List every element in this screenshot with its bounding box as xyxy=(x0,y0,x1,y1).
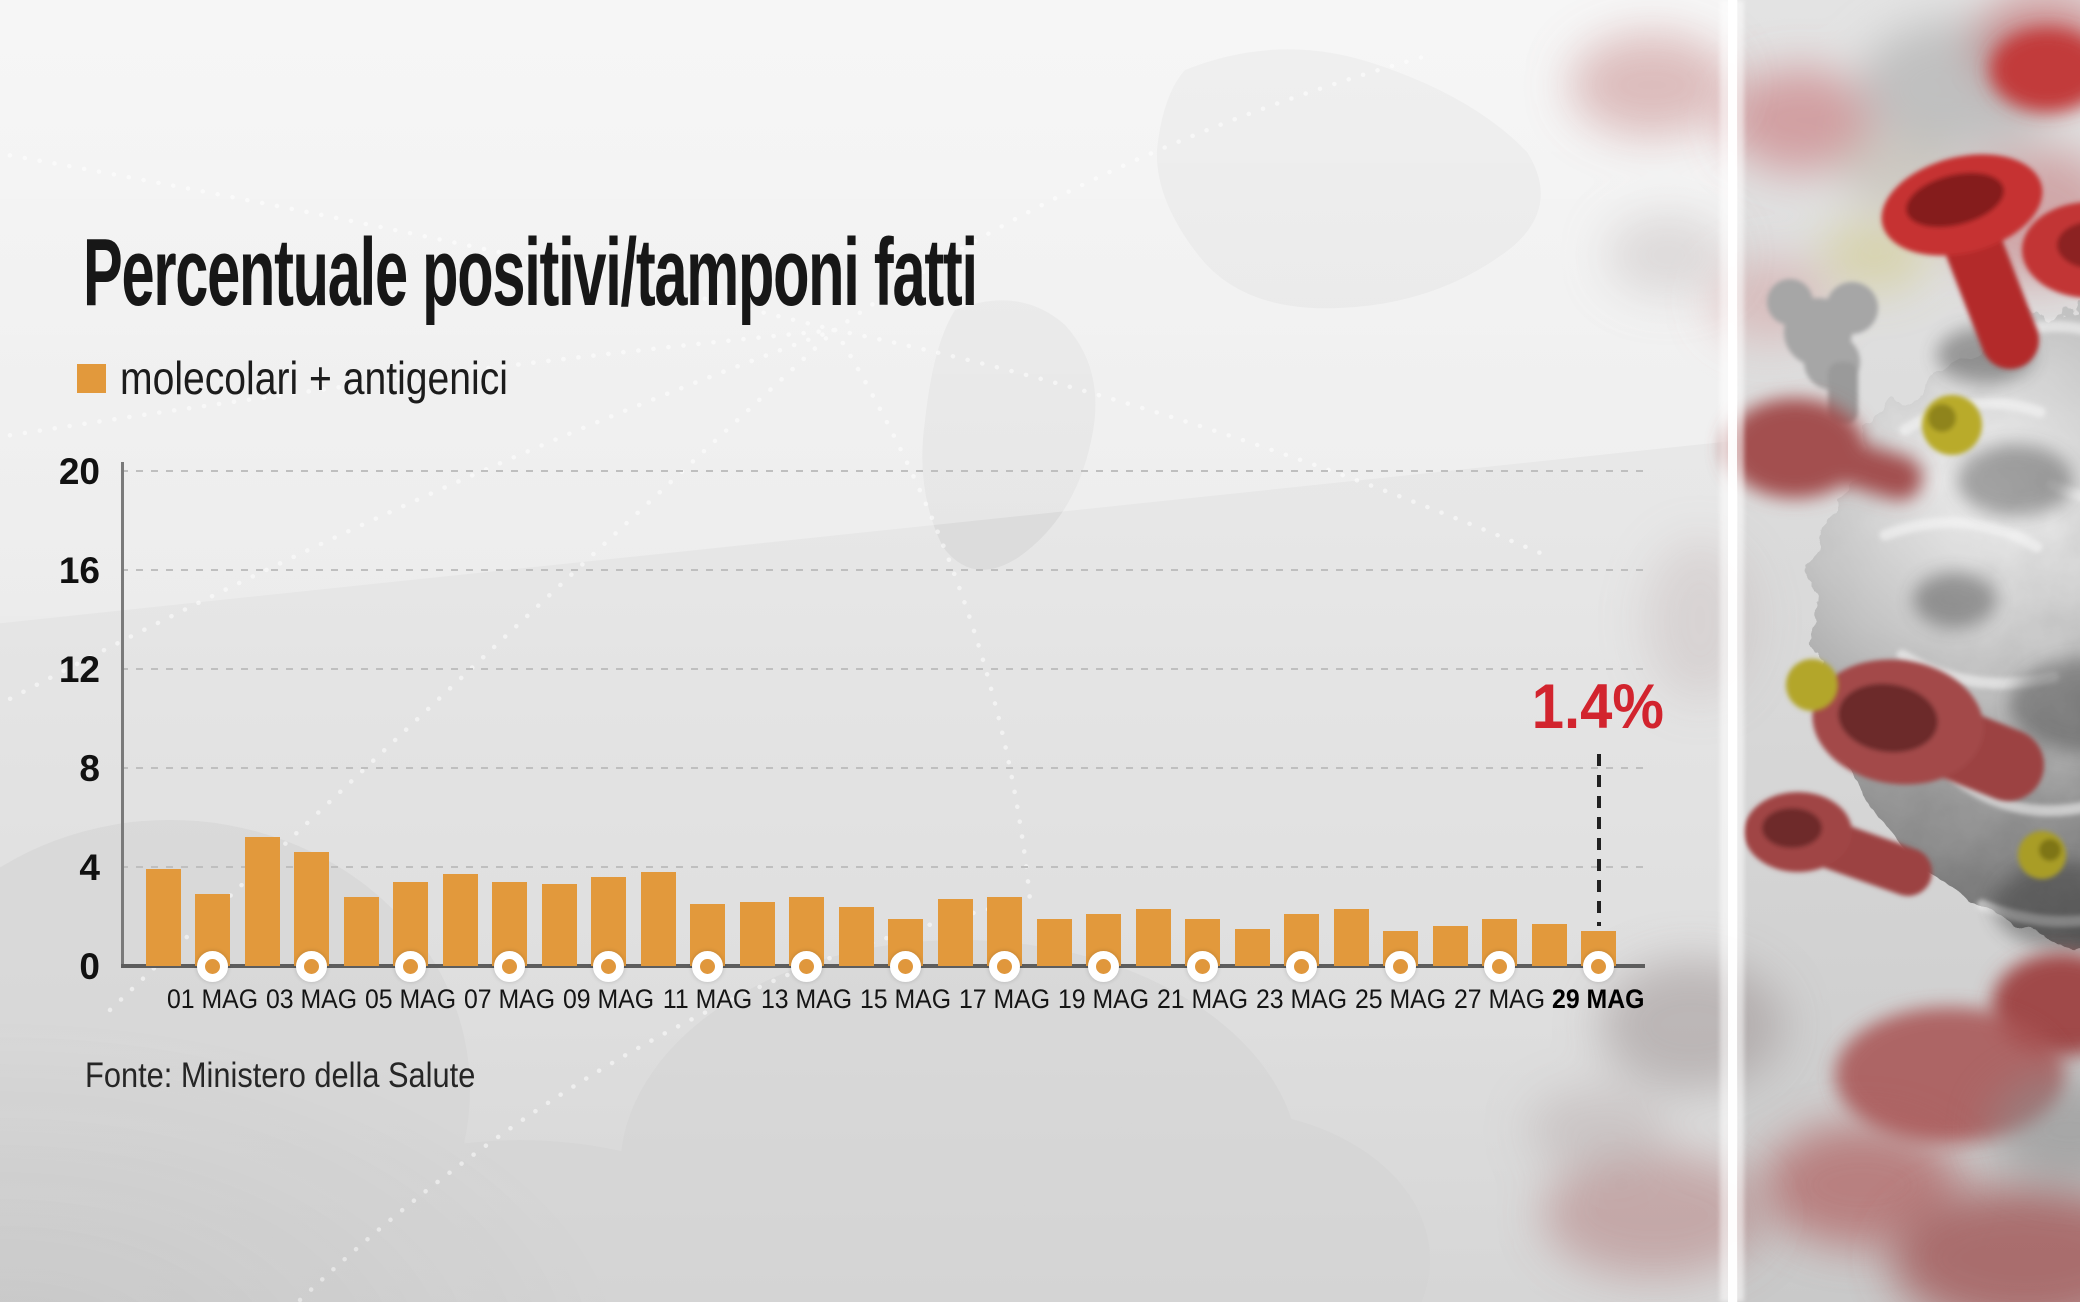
date-marker xyxy=(890,950,921,982)
x-tick-label: 13 MAG xyxy=(760,984,853,1014)
date-marker xyxy=(1484,950,1515,982)
x-tick-label: 25 MAG xyxy=(1354,984,1447,1014)
y-axis xyxy=(121,462,124,968)
bar xyxy=(640,871,676,966)
gridline-8 xyxy=(121,767,1645,769)
y-tick-label-8: 8 xyxy=(79,748,100,789)
x-tick-label: 01 MAG xyxy=(166,984,259,1014)
bar xyxy=(1234,928,1270,966)
y-tick-label-16: 16 xyxy=(58,550,100,591)
date-marker xyxy=(296,950,327,982)
y-tick-label-12: 12 xyxy=(58,649,100,690)
red-spikes xyxy=(1725,28,2080,1057)
bar xyxy=(343,896,379,966)
date-marker xyxy=(1187,950,1218,982)
date-marker xyxy=(1583,950,1614,982)
annotation-dashed-line xyxy=(1597,754,1601,926)
date-marker xyxy=(989,950,1020,982)
x-tick-label: 11 MAG xyxy=(662,984,753,1014)
x-tick-label: 09 MAG xyxy=(562,984,655,1014)
bar xyxy=(1333,909,1369,966)
x-tick-label: 27 MAG xyxy=(1453,984,1546,1014)
bar xyxy=(294,852,329,966)
gridline-12 xyxy=(121,668,1645,670)
date-marker xyxy=(593,950,624,982)
bar xyxy=(1036,918,1072,966)
date-marker xyxy=(197,950,228,982)
bar xyxy=(937,899,973,966)
legend-label: molecolari + antigenici xyxy=(120,352,508,404)
x-tick-label: 17 MAG xyxy=(958,984,1051,1014)
y-tick-label-0: 0 xyxy=(79,946,100,987)
gridline-20 xyxy=(121,470,1645,472)
x-tick-label: 29 MAG xyxy=(1552,984,1645,1014)
bar xyxy=(1531,923,1567,966)
date-marker xyxy=(1088,950,1119,982)
x-tick-label: 03 MAG xyxy=(265,984,358,1014)
bar xyxy=(1135,909,1171,966)
yellow-lumps xyxy=(1786,395,2066,879)
x-axis xyxy=(121,964,1645,968)
x-tick-label: 23 MAG xyxy=(1255,984,1348,1014)
bar xyxy=(244,837,280,966)
blurred-foreground-viruses xyxy=(1764,1007,2080,1302)
bar xyxy=(739,901,775,966)
date-marker xyxy=(791,950,822,982)
date-marker xyxy=(494,950,525,982)
gray-protrusion xyxy=(1767,279,1878,424)
date-marker xyxy=(395,950,426,982)
panel-divider xyxy=(1720,0,1744,1302)
panel-bleed-blobs xyxy=(1528,33,1784,1277)
page-title: Percentuale positivi/tamponi fatti xyxy=(83,219,978,326)
bar xyxy=(1432,926,1468,966)
y-tick-label-4: 4 xyxy=(79,847,100,888)
date-marker xyxy=(692,950,723,982)
source-text: Fonte: Ministero della Salute xyxy=(85,1056,476,1095)
legend: molecolari + antigenici xyxy=(77,355,576,401)
bar xyxy=(838,906,874,966)
bar xyxy=(145,869,181,966)
x-tick-label: 19 MAG xyxy=(1057,984,1150,1014)
bar xyxy=(442,874,478,966)
x-tick-label: 21 MAG xyxy=(1156,984,1249,1014)
date-marker xyxy=(1385,950,1416,982)
legend-swatch-icon xyxy=(77,363,106,393)
x-tick-label: 15 MAG xyxy=(859,984,952,1014)
annotation-value: 1.4% xyxy=(1531,672,1665,742)
y-tick-label-20: 20 xyxy=(58,451,100,492)
x-tick-label: 05 MAG xyxy=(364,984,457,1014)
bar xyxy=(541,884,577,966)
date-marker xyxy=(1286,950,1317,982)
x-tick-label: 07 MAG xyxy=(463,984,556,1014)
gridline-4 xyxy=(121,866,1645,868)
gridline-16 xyxy=(121,569,1645,571)
